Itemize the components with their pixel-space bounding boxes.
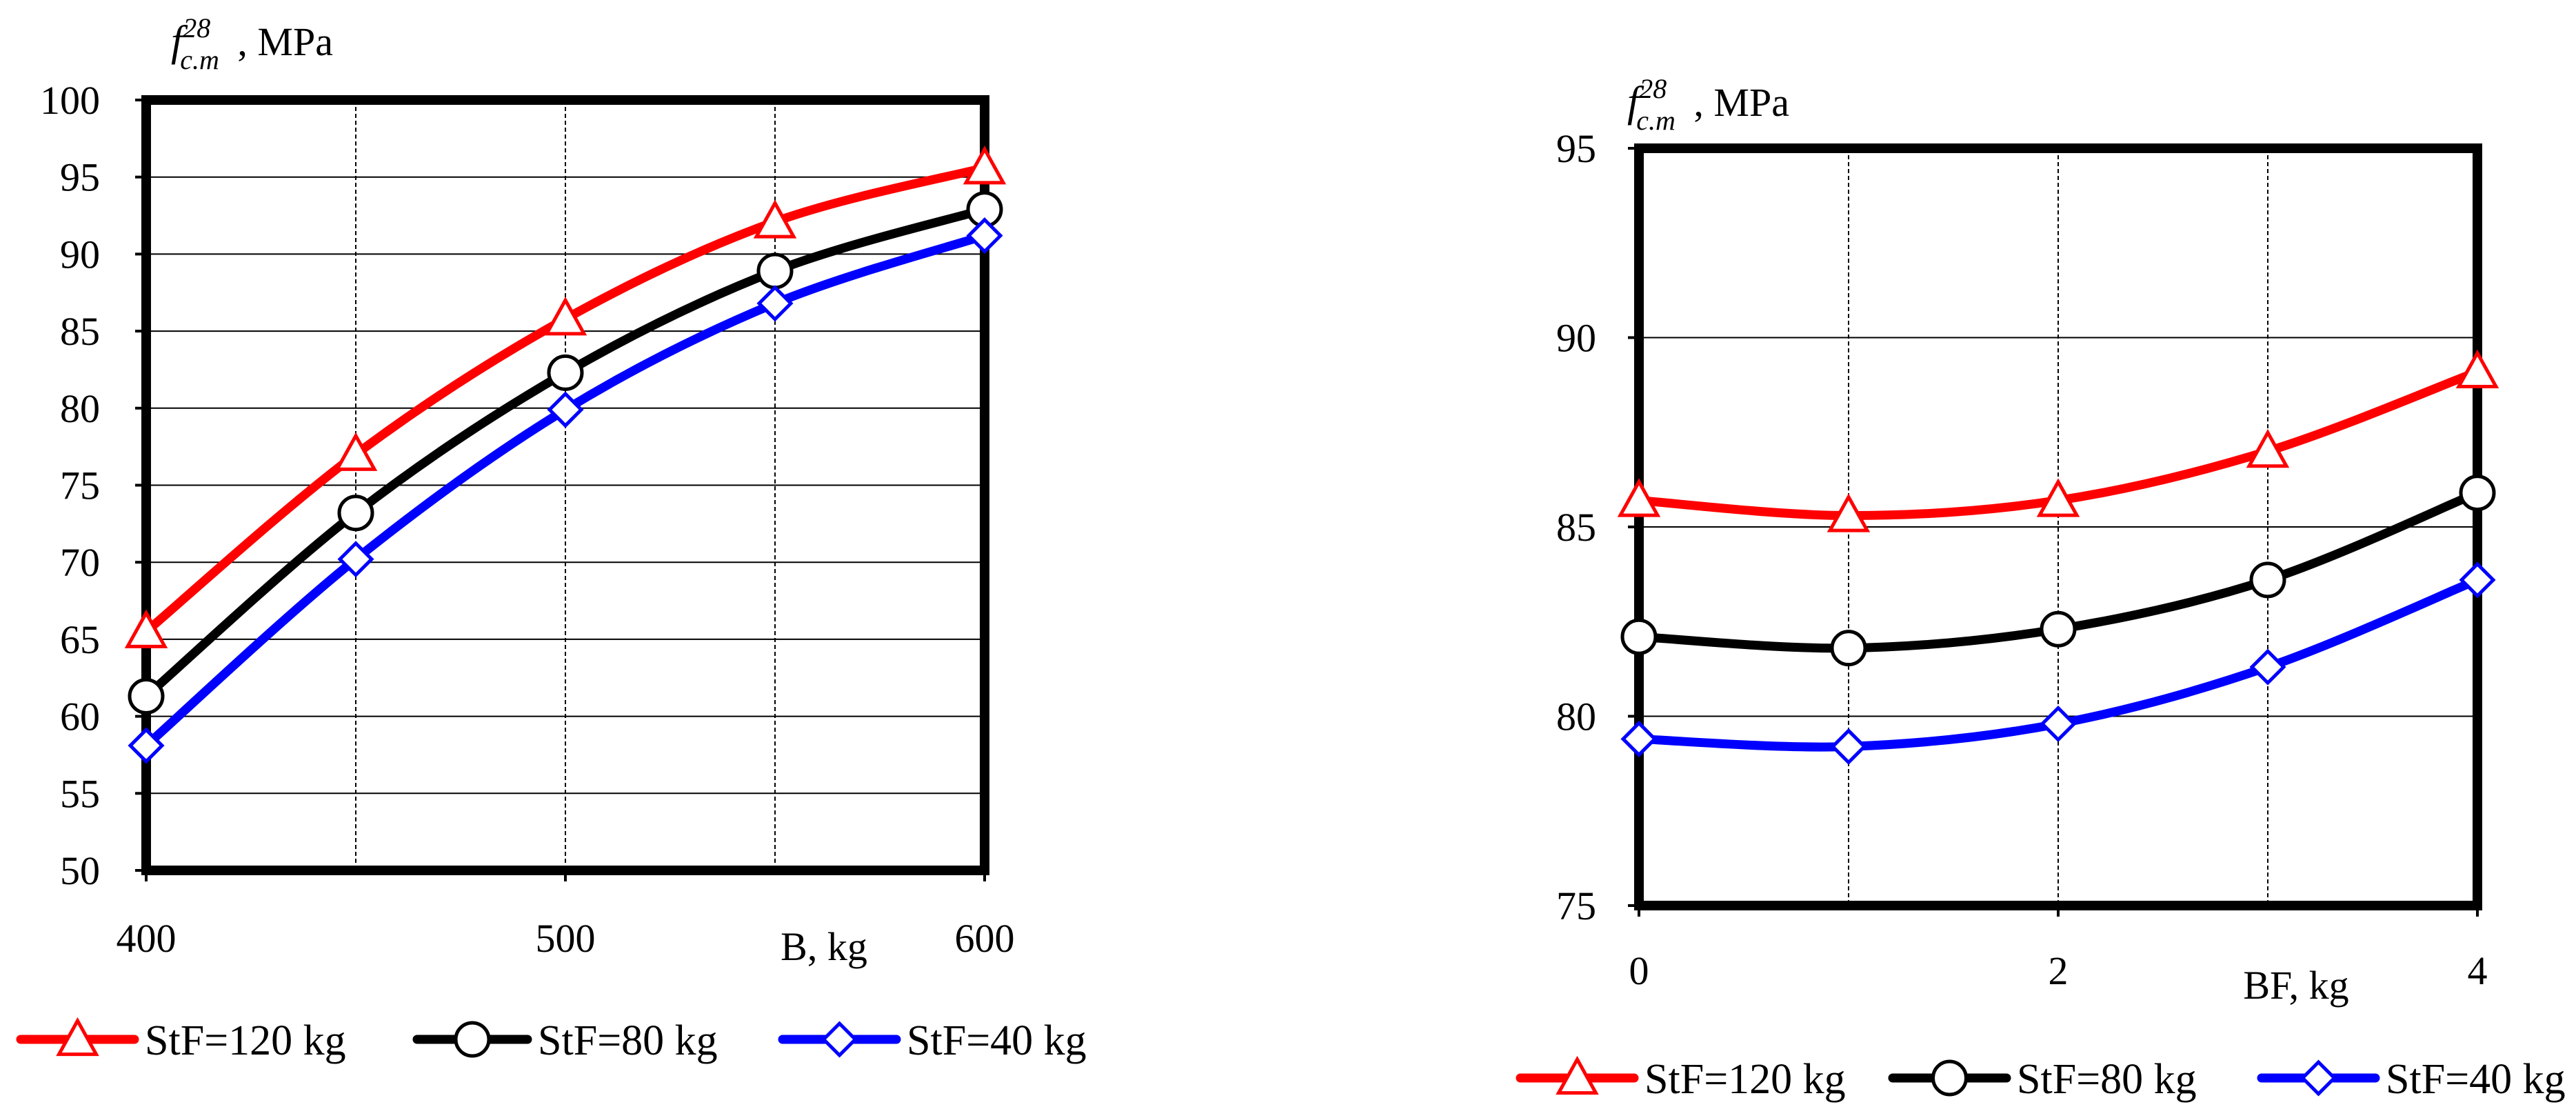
y-tick-label: 65 <box>60 617 100 662</box>
data-point-triangle <box>963 146 1007 185</box>
legend-item: StF=120 kg <box>16 1017 346 1064</box>
data-point-diamond <box>2249 648 2286 686</box>
y-tick-label: 60 <box>60 695 100 739</box>
y-axis-label: f28 c.m , MPa <box>1627 73 1789 136</box>
y-tick-label: 100 <box>40 78 100 123</box>
x-tick-label: 2 <box>2049 948 2069 993</box>
y-tick-label: 80 <box>1556 695 1596 739</box>
legend-item: StF=80 kg <box>412 1017 718 1064</box>
data-point-diamond <box>1620 720 1658 757</box>
x-tick-label: 500 <box>536 916 596 961</box>
y-tick-label: 90 <box>60 232 100 277</box>
data-point-triangle <box>2246 429 2290 468</box>
y-tick-label: 80 <box>60 386 100 431</box>
legend-label: StF=120 kg <box>1644 1056 1846 1103</box>
legend-item: StF=40 kg <box>2257 1056 2566 1103</box>
plot-frame <box>141 95 989 875</box>
data-point-circle <box>1830 630 1867 667</box>
y-tick-label: 95 <box>60 155 100 200</box>
x-tick-label: 400 <box>117 916 177 961</box>
data-point-diamond <box>547 391 584 428</box>
data-point-circle <box>756 252 794 290</box>
chart-1: 50 55 60 65 70 75 80 85 90 95 100 400 500 600 f28 c.m ,… <box>16 12 1087 1064</box>
y-tick-label: 95 <box>1556 126 1596 171</box>
data-point-circle <box>337 495 374 532</box>
legend-label: StF=40 kg <box>2386 1056 2566 1103</box>
legend-label: StF=120 kg <box>145 1017 346 1064</box>
data-point-triangle <box>1617 478 1661 517</box>
data-point-diamond <box>1830 728 1867 765</box>
x-tick-label: 600 <box>955 916 1015 961</box>
data-point-diamond <box>337 541 374 578</box>
x-tick-label: 4 <box>2468 948 2488 993</box>
y-tick-label: 85 <box>1556 505 1596 550</box>
y-tick-label: 70 <box>60 540 100 585</box>
y-tick-label: 50 <box>60 848 100 893</box>
legend-triangle-icon <box>1556 1055 1599 1095</box>
legend-circle-icon <box>454 1021 491 1058</box>
data-point-diamond <box>2040 705 2077 743</box>
chart-2: 75 80 85 90 95 0 2 4 f28 c.m , MPa BF, kg StF=120 k… <box>1516 73 2566 1103</box>
data-point-circle <box>2040 610 2077 648</box>
legend-label: StF=80 kg <box>2017 1056 2197 1103</box>
data-point-triangle <box>1827 493 1871 532</box>
legend-diamond-icon <box>821 1021 858 1058</box>
plot-frame <box>1634 143 2482 910</box>
legend-item: StF=120 kg <box>1516 1055 1846 1103</box>
data-point-circle <box>2249 561 2286 599</box>
data-point-triangle <box>753 199 797 239</box>
data-point-triangle <box>543 297 587 336</box>
data-point-circle <box>547 354 584 391</box>
x-axis-label: B, kg <box>781 924 867 969</box>
legend-circle-icon <box>1931 1059 1968 1097</box>
y-tick-label: 90 <box>1556 316 1596 361</box>
x-tick-label: 0 <box>1629 948 1649 993</box>
data-point-triangle <box>124 609 168 648</box>
legend-label: StF=40 kg <box>907 1017 1087 1064</box>
data-point-circle <box>1620 618 1658 655</box>
legend-triangle-icon <box>56 1017 99 1057</box>
data-point-diamond <box>756 285 794 322</box>
data-point-diamond <box>966 217 1003 254</box>
y-tick-label: 75 <box>1556 884 1596 928</box>
y-axis-label: f28 c.m , MPa <box>171 12 333 75</box>
data-point-triangle <box>334 432 378 471</box>
data-point-triangle <box>2455 349 2499 389</box>
legend: StF=120 kg StF=80 kg StF=40 kg <box>1516 1055 2566 1103</box>
legend-diamond-icon <box>2300 1059 2337 1097</box>
y-tick-label: 75 <box>60 463 100 508</box>
data-point-triangle <box>2036 478 2080 517</box>
data-point-diamond <box>2459 561 2496 599</box>
x-axis-label: BF, kg <box>2243 963 2348 1008</box>
y-tick-label: 55 <box>60 771 100 816</box>
legend: StF=120 kg StF=80 kg StF=40 kg <box>16 1017 1087 1064</box>
legend-item: StF=40 kg <box>778 1017 1087 1064</box>
legend-label: StF=80 kg <box>538 1017 718 1064</box>
y-tick-label: 85 <box>60 309 100 354</box>
data-point-circle <box>128 678 165 715</box>
legend-item: StF=80 kg <box>1888 1056 2197 1103</box>
data-point-diamond <box>128 727 165 764</box>
data-point-circle <box>2459 475 2496 512</box>
